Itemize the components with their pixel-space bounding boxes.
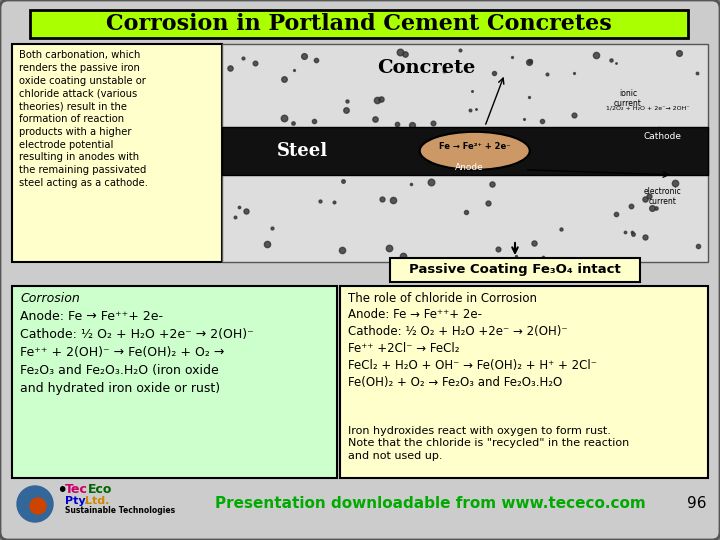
Ellipse shape [420,132,530,170]
FancyBboxPatch shape [12,480,180,528]
FancyBboxPatch shape [30,10,688,38]
Text: Iron hydroxides react with oxygen to form rust.
Note that the chloride is "recyc: Iron hydroxides react with oxygen to for… [348,426,629,461]
FancyBboxPatch shape [12,44,222,262]
Circle shape [17,486,53,522]
FancyBboxPatch shape [222,127,708,175]
Text: Eco: Eco [88,483,112,496]
FancyBboxPatch shape [340,286,708,478]
Text: Anode: Fe → Fe⁺⁺+ 2e-
Cathode: ½ O₂ + H₂O +2e⁻ → 2(OH)⁻
Fe⁺⁺ +2Cl⁻ → FeCl₂
FeCl₂: Anode: Fe → Fe⁺⁺+ 2e- Cathode: ½ O₂ + H₂… [348,308,597,389]
Text: Corrosion in Portland Cement Concretes: Corrosion in Portland Cement Concretes [106,13,612,35]
Text: electronic
current: electronic current [644,187,682,206]
Text: Both carbonation, which
renders the passive iron
oxide coating unstable or
chlor: Both carbonation, which renders the pass… [19,50,148,188]
Text: Presentation downloadable from www.tececo.com: Presentation downloadable from www.tecec… [215,496,645,511]
Text: Passive Coating Fe₃O₄ intact: Passive Coating Fe₃O₄ intact [409,264,621,276]
Text: Anode: Fe → Fe⁺⁺+ 2e-
Cathode: ½ O₂ + H₂O +2e⁻ → 2(OH)⁻
Fe⁺⁺ + 2(OH)⁻ → Fe(OH)₂ : Anode: Fe → Fe⁺⁺+ 2e- Cathode: ½ O₂ + H₂… [20,310,253,395]
Text: Pty.: Pty. [65,496,89,506]
Text: Corrosion: Corrosion [20,292,80,305]
Text: •: • [56,481,68,500]
FancyBboxPatch shape [12,286,337,478]
Text: 1/2O₂ + H₂O + 2e⁻→ 2OH⁻: 1/2O₂ + H₂O + 2e⁻→ 2OH⁻ [606,106,690,111]
Text: Cathode: Cathode [644,132,682,141]
Text: Tec: Tec [65,483,88,496]
Circle shape [30,498,46,514]
Text: 96: 96 [686,496,706,511]
Text: Anode: Anode [455,163,484,172]
Text: Concrete: Concrete [377,59,475,77]
Text: ionic
current: ionic current [614,89,642,109]
FancyBboxPatch shape [390,258,640,282]
Text: Steel: Steel [277,142,328,160]
FancyBboxPatch shape [222,44,708,262]
Text: Fe → Fe²⁺ + 2e⁻: Fe → Fe²⁺ + 2e⁻ [439,143,510,151]
Text: Ltd.: Ltd. [85,496,109,506]
Text: The role of chloride in Corrosion: The role of chloride in Corrosion [348,292,537,305]
Text: Sustainable Technologies: Sustainable Technologies [65,506,175,515]
